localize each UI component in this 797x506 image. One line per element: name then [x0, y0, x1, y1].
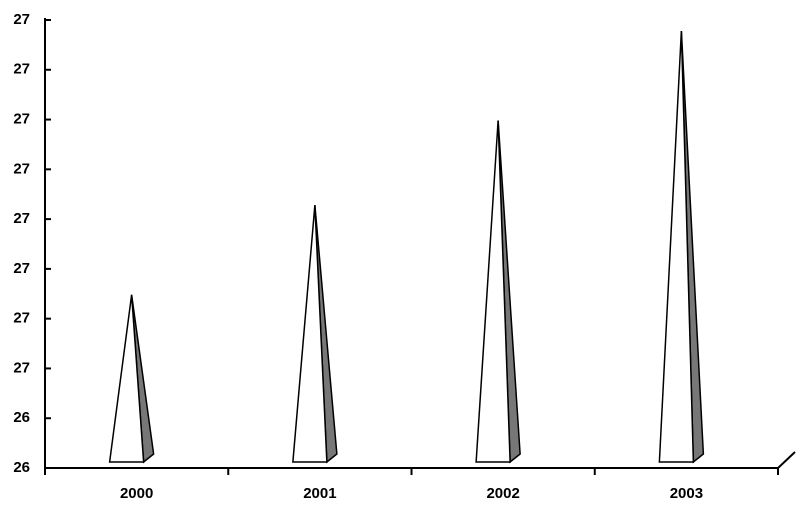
pyramid [475, 120, 511, 463]
y-tick-label: 27 [13, 11, 30, 28]
pyramid [292, 205, 328, 463]
pyramid [658, 30, 695, 463]
x-tick-label: 2000 [120, 485, 153, 502]
y-tick-label: 27 [13, 359, 30, 376]
x-tick-label: 2001 [303, 485, 336, 502]
x-axis-depth [777, 451, 796, 469]
pyramid [108, 294, 145, 463]
y-tick-label: 26 [13, 409, 30, 426]
x-tick-label: 2002 [486, 485, 519, 502]
y-tick-label: 26 [13, 459, 30, 476]
y-tick-label: 27 [13, 260, 30, 277]
y-tick-label: 27 [13, 111, 30, 128]
x-tick-label: 2003 [670, 485, 703, 502]
y-tick-label: 27 [13, 210, 30, 227]
y-tick-label: 27 [13, 310, 30, 327]
y-tick-label: 27 [13, 61, 30, 78]
y-tick-label: 27 [13, 160, 30, 177]
